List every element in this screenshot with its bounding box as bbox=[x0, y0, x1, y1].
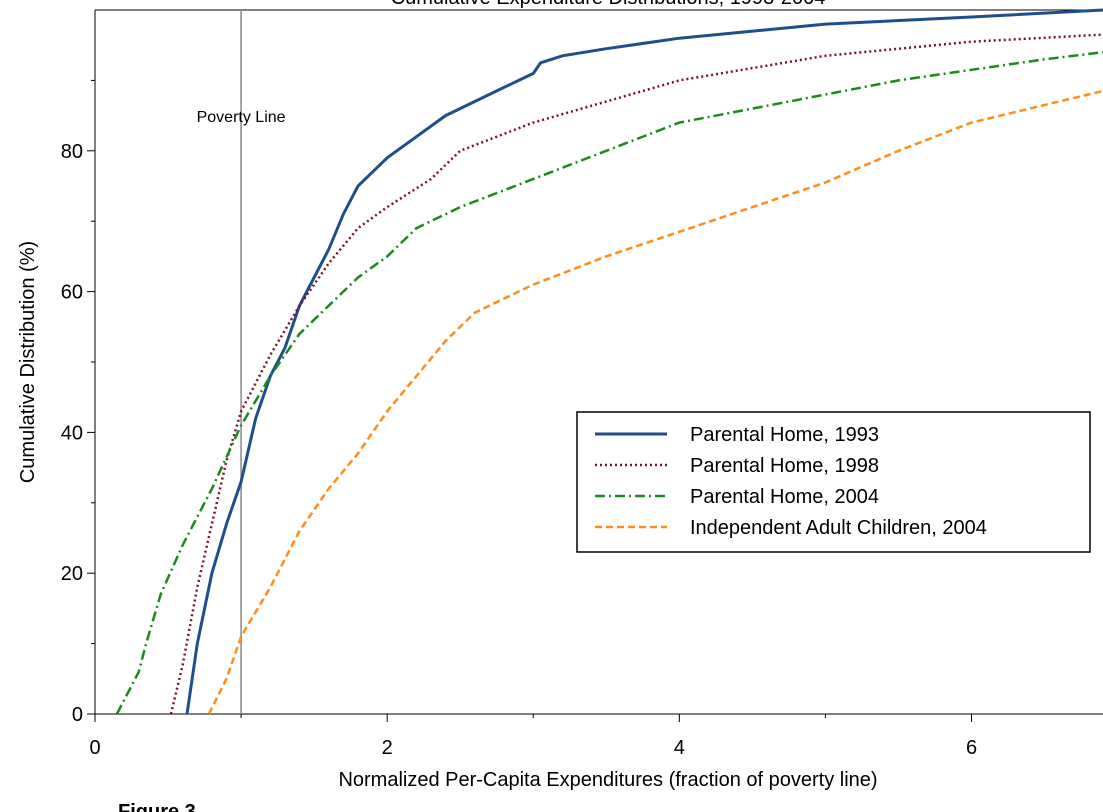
y-tick-label: 80 bbox=[61, 141, 83, 163]
x-tick-label: 4 bbox=[674, 737, 685, 759]
x-tick-label: 2 bbox=[382, 737, 393, 759]
series-line bbox=[115, 50, 1103, 715]
legend-label: Parental Home, 2004 bbox=[690, 486, 879, 508]
y-axis-label: Cumulative Distribution (%) bbox=[17, 241, 39, 483]
x-tick-label: 0 bbox=[89, 737, 100, 759]
series-line bbox=[169, 33, 1103, 715]
x-axis-label: Normalized Per-Capita Expenditures (frac… bbox=[338, 769, 877, 791]
figure-caption: Figure 3 bbox=[118, 801, 196, 812]
x-tick-label: 6 bbox=[966, 737, 977, 759]
y-tick-label: 60 bbox=[61, 282, 83, 304]
series-line bbox=[185, 8, 1103, 715]
y-tick-label: 20 bbox=[61, 563, 83, 585]
legend-label: Parental Home, 1993 bbox=[690, 424, 879, 446]
chart-title: Cumulative Expenditure Distributions, 19… bbox=[391, 0, 826, 9]
legend-label: Independent Adult Children, 2004 bbox=[690, 517, 987, 539]
legend-label: Parental Home, 1998 bbox=[690, 455, 879, 477]
y-tick-label: 0 bbox=[72, 704, 83, 726]
series-line bbox=[207, 89, 1103, 715]
annotation: Poverty Line bbox=[197, 109, 286, 126]
y-tick-label: 40 bbox=[61, 422, 83, 444]
